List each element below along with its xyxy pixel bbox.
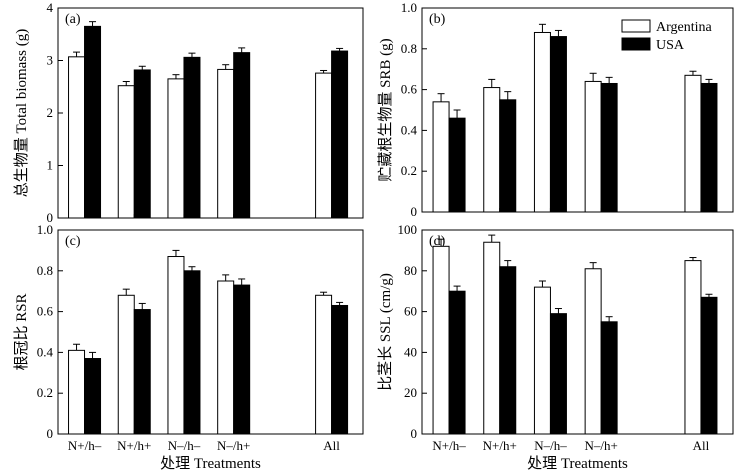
panel-label: (b): [429, 12, 446, 27]
bar-usa: [600, 321, 618, 435]
bar-argentina: [217, 280, 235, 435]
bar-usa: [600, 82, 618, 213]
bar-argentina: [315, 72, 333, 219]
y-axis-label: 贮藏根生物量 SRB (g): [377, 38, 394, 181]
bar-argentina: [483, 241, 501, 435]
bar-usa: [448, 290, 466, 435]
bar-argentina: [68, 56, 86, 219]
y-axis-label: 总生物量 Total biomass (g): [13, 29, 30, 198]
y-tick-label: 0.2: [37, 385, 53, 400]
bar-usa: [331, 50, 349, 219]
panel-a: 0 1 2 3 4 (a) 总生物量 Total biomass (g): [13, 0, 364, 225]
y-tick-label: 0.8: [37, 263, 53, 278]
bar-usa: [499, 99, 517, 213]
panel-c: 0 0.2 0.4 0.6 0.8 1.0 (c) 根冠比 RSR N+/h– N+/h+ N–/h…: [13, 222, 364, 472]
bar-usa: [700, 296, 718, 435]
bar-argentina: [167, 256, 185, 435]
bar-usa: [499, 266, 517, 435]
legend-swatch-argentina: [621, 19, 651, 33]
y-tick-label: 0: [411, 204, 418, 219]
y-tick-label: 0: [411, 426, 418, 441]
y-tick-label: 4: [47, 0, 54, 15]
y-tick-label: 1.0: [37, 222, 53, 237]
x-tick-label: N+/h–: [432, 438, 466, 453]
legend-swatch-usa: [621, 37, 651, 51]
bar-usa: [549, 313, 567, 435]
bar-usa: [133, 69, 151, 219]
legend: Argentina USA: [621, 19, 713, 53]
bar-usa: [133, 309, 151, 435]
x-tick-label: N+/h+: [117, 438, 151, 453]
bar-argentina: [68, 349, 86, 435]
x-tick-label: All: [693, 438, 710, 453]
bar-argentina: [217, 68, 235, 219]
plot-frame: [57, 229, 364, 435]
bar-usa: [331, 304, 349, 435]
bar-usa: [233, 284, 251, 435]
y-axis-label: 比茎长 SSL (cm/g): [377, 273, 394, 391]
y-tick-label: 0.6: [37, 304, 54, 319]
bar-usa: [549, 36, 567, 213]
bar-argentina: [167, 78, 185, 219]
x-tick-label: N–/h–: [168, 438, 201, 453]
x-tick-label: N+/h+: [483, 438, 517, 453]
bar-argentina: [584, 268, 602, 435]
y-tick-label: 40: [404, 344, 417, 359]
bar-usa: [183, 270, 201, 435]
y-tick-label: 2: [47, 105, 54, 120]
y-tick-label: 1: [47, 158, 54, 173]
y-tick-label: 60: [404, 304, 417, 319]
bar-argentina: [432, 245, 450, 435]
y-tick-label: 0.4: [401, 122, 418, 137]
y-tick-label: 100: [398, 222, 418, 237]
y-tick-label: 1.0: [401, 0, 417, 15]
plot-frame: [421, 7, 734, 213]
y-tick-label: 0: [47, 210, 54, 225]
y-tick-label: 0.8: [401, 41, 417, 56]
bar-usa: [448, 117, 466, 213]
y-tick-label: 0: [47, 426, 54, 441]
x-tick-label: N–/h+: [584, 438, 617, 453]
bar-argentina: [684, 74, 702, 213]
x-axis-label: 处理 Treatments: [160, 455, 261, 472]
y-tick-label: 0.2: [401, 163, 417, 178]
bar-argentina: [684, 260, 702, 435]
bar-argentina: [315, 294, 333, 435]
bar-argentina: [117, 294, 135, 435]
bar-usa: [183, 56, 201, 219]
bar-usa: [84, 358, 102, 435]
panel-label: (a): [65, 12, 81, 27]
bar-argentina: [117, 85, 135, 219]
panel-b: 0 0.2 0.4 0.6 0.8 1.0 (b) 贮藏根生物量 SRB (g): [377, 0, 734, 219]
legend-label-usa: USA: [656, 38, 685, 53]
panel-label: (c): [65, 234, 81, 249]
x-tick-label: N–/h–: [534, 438, 567, 453]
bar-usa: [84, 25, 102, 219]
legend-label-argentina: Argentina: [656, 20, 713, 35]
plot-frame: [421, 229, 734, 435]
bar-argentina: [533, 286, 551, 435]
y-tick-label: 0.6: [401, 82, 418, 97]
y-tick-label: 0.4: [37, 344, 54, 359]
x-tick-label: N+/h–: [68, 438, 102, 453]
y-tick-label: 3: [47, 53, 54, 68]
bar-argentina: [584, 80, 602, 213]
bar-usa: [700, 82, 718, 213]
bar-argentina: [483, 87, 501, 213]
x-tick-label: All: [323, 438, 340, 453]
x-tick-label: N–/h+: [217, 438, 250, 453]
x-axis-label: 处理 Treatments: [527, 455, 628, 472]
y-tick-label: 20: [404, 385, 417, 400]
bar-argentina: [533, 31, 551, 213]
y-axis-label: 根冠比 RSR: [13, 293, 30, 370]
bar-usa: [233, 52, 251, 219]
y-tick-label: 80: [404, 263, 417, 278]
bar-argentina: [432, 101, 450, 213]
